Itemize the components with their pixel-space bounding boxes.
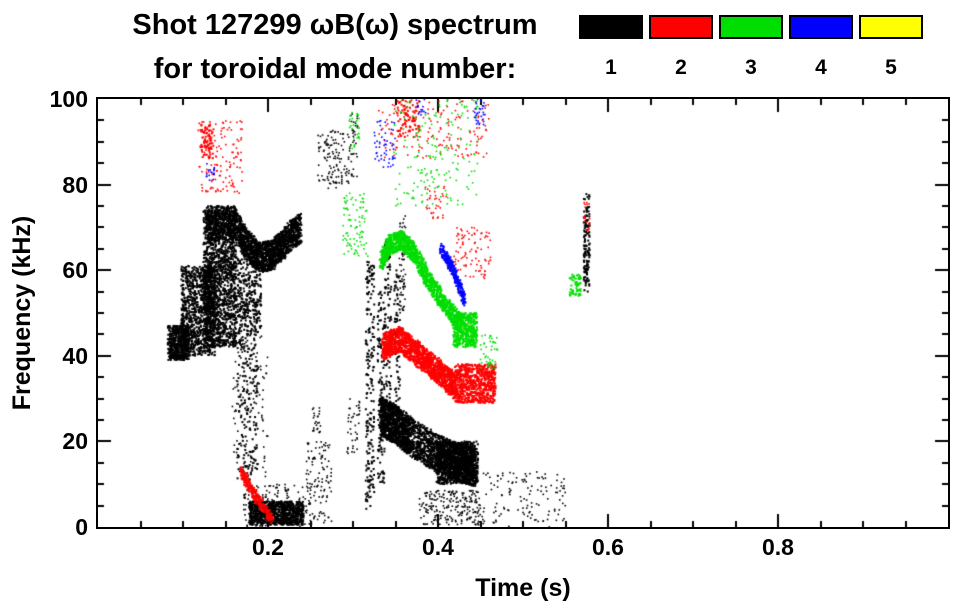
legend-swatch-mode4 (789, 15, 853, 39)
y-tick-label-100: 100 (49, 86, 88, 112)
legend-label-mode1: 1 (605, 56, 617, 79)
legend-label-mode5: 5 (885, 56, 897, 79)
chart-title-line2: for toroidal mode number: (153, 53, 517, 85)
legend-swatch-mode5 (859, 15, 923, 39)
plot-canvas (98, 99, 948, 527)
y-tick-label-40: 40 (62, 343, 88, 369)
y-tick-label-20: 20 (62, 428, 88, 454)
chart-title-line1: Shot 127299 ωB(ω) spectrum (132, 9, 538, 41)
legend-swatch-mode1 (579, 15, 643, 39)
y-tick-label-80: 80 (62, 172, 88, 198)
y-tick-label-0: 0 (75, 514, 88, 540)
plot-area (96, 97, 950, 529)
legend-label-mode3: 3 (745, 56, 757, 79)
x-tick-label-0-2: 0.2 (252, 534, 284, 560)
legend-swatch-mode2 (649, 15, 713, 39)
x-tick-label-0-8: 0.8 (762, 534, 794, 560)
legend-label-mode2: 2 (675, 56, 687, 79)
y-tick-label-60: 60 (62, 257, 88, 283)
x-axis-label: Time (s) (475, 574, 571, 602)
y-axis-label: Frequency (kHz) (8, 215, 36, 411)
legend-label-mode4: 4 (815, 56, 827, 79)
legend-swatch-mode3 (719, 15, 783, 39)
x-tick-label-0-4: 0.4 (422, 534, 454, 560)
x-tick-label-0-6: 0.6 (592, 534, 624, 560)
